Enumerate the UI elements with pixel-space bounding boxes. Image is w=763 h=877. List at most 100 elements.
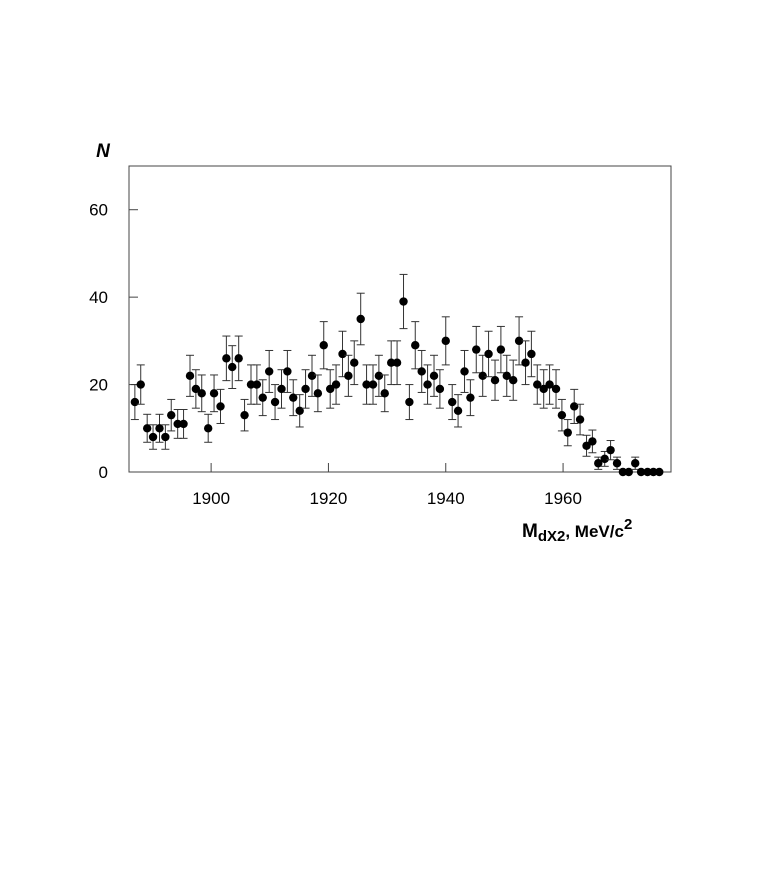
x-label-unit: , MeV/c [565, 522, 624, 541]
data-point [252, 380, 262, 389]
data-point [631, 459, 640, 468]
data-point [222, 354, 231, 363]
data-point [612, 459, 622, 468]
data-point [448, 397, 457, 407]
data-point [655, 467, 664, 477]
data-point [258, 393, 267, 402]
data-point [148, 432, 158, 442]
data-point [264, 367, 274, 376]
data-point [380, 389, 389, 398]
data-point [240, 410, 249, 420]
data-point [179, 419, 188, 429]
x-label-sup: 2 [624, 516, 632, 533]
data-point [362, 380, 371, 389]
data-point [618, 467, 628, 477]
data-point [575, 415, 585, 424]
x-label-sub: dX2 [538, 528, 566, 545]
data-point [295, 406, 304, 415]
y-tick-label: 0 [99, 463, 108, 482]
data-point [301, 384, 310, 394]
data-point [478, 371, 487, 381]
data-point [185, 371, 195, 381]
data-point [136, 380, 145, 389]
x-tick-label: 1920 [310, 489, 348, 508]
x-tick-label: 1900 [192, 489, 230, 508]
data-point [209, 389, 219, 398]
data-point [197, 389, 206, 398]
data-point [496, 345, 506, 354]
data-point [289, 393, 298, 402]
data-point [606, 445, 615, 455]
data-point [588, 437, 597, 446]
x-label-main: M [522, 521, 538, 542]
data-point [319, 341, 328, 350]
y-axis-label: N [96, 141, 111, 162]
data-point [155, 424, 164, 433]
data-point [270, 397, 280, 407]
data-point [405, 397, 414, 407]
data-point [557, 410, 567, 420]
data-point [484, 349, 493, 359]
data-point [142, 424, 152, 433]
data-point [533, 380, 542, 389]
data-point [460, 367, 469, 376]
data-point [570, 402, 579, 411]
data-point [216, 402, 225, 411]
data-point [191, 384, 201, 394]
x-tick-label: 1960 [544, 489, 582, 508]
data-point [435, 384, 445, 394]
data-point [368, 380, 378, 389]
data-point [246, 380, 256, 389]
x-tick-label: 1940 [427, 489, 465, 508]
data-point [649, 467, 658, 477]
data-point [466, 393, 475, 402]
data-point [545, 380, 554, 389]
data-point [325, 384, 335, 394]
data-point [344, 371, 353, 381]
data-point [417, 367, 426, 376]
data-point [429, 371, 439, 381]
data-point [502, 371, 511, 381]
data-point [527, 349, 536, 359]
data-point [392, 358, 402, 367]
data-point [539, 384, 548, 394]
data-point [453, 406, 463, 415]
data-point [338, 349, 347, 359]
data-point [173, 419, 182, 429]
data-point [472, 345, 481, 354]
data-point [594, 459, 603, 468]
data-point [374, 371, 384, 381]
data-point [283, 367, 292, 376]
data-point [521, 358, 530, 367]
y-tick-label: 40 [89, 288, 108, 307]
data-point [161, 432, 170, 442]
data-point [600, 454, 609, 464]
data-point [228, 362, 237, 372]
data-point [331, 380, 341, 389]
y-tick-label: 60 [89, 201, 108, 220]
data-point [411, 341, 420, 350]
data-point [441, 336, 450, 346]
data-point [624, 467, 633, 477]
data-point [423, 380, 432, 389]
data-point [643, 467, 652, 477]
data-point [130, 397, 140, 407]
data-point [509, 376, 518, 385]
data-point [277, 384, 286, 394]
data-point [350, 358, 359, 367]
data-point [563, 428, 572, 437]
data-point [167, 410, 176, 420]
data-point [234, 354, 243, 363]
data-point [387, 358, 396, 367]
data-point [399, 297, 408, 306]
data-point [636, 467, 646, 477]
data-point [307, 371, 317, 381]
data-point [490, 376, 500, 385]
data-point [551, 384, 561, 394]
y-tick-label: 20 [89, 376, 108, 395]
data-point [514, 336, 524, 346]
data-point [203, 424, 213, 433]
x-axis-label: MdX2, MeV/c2 [522, 516, 632, 545]
data-point [356, 314, 365, 324]
